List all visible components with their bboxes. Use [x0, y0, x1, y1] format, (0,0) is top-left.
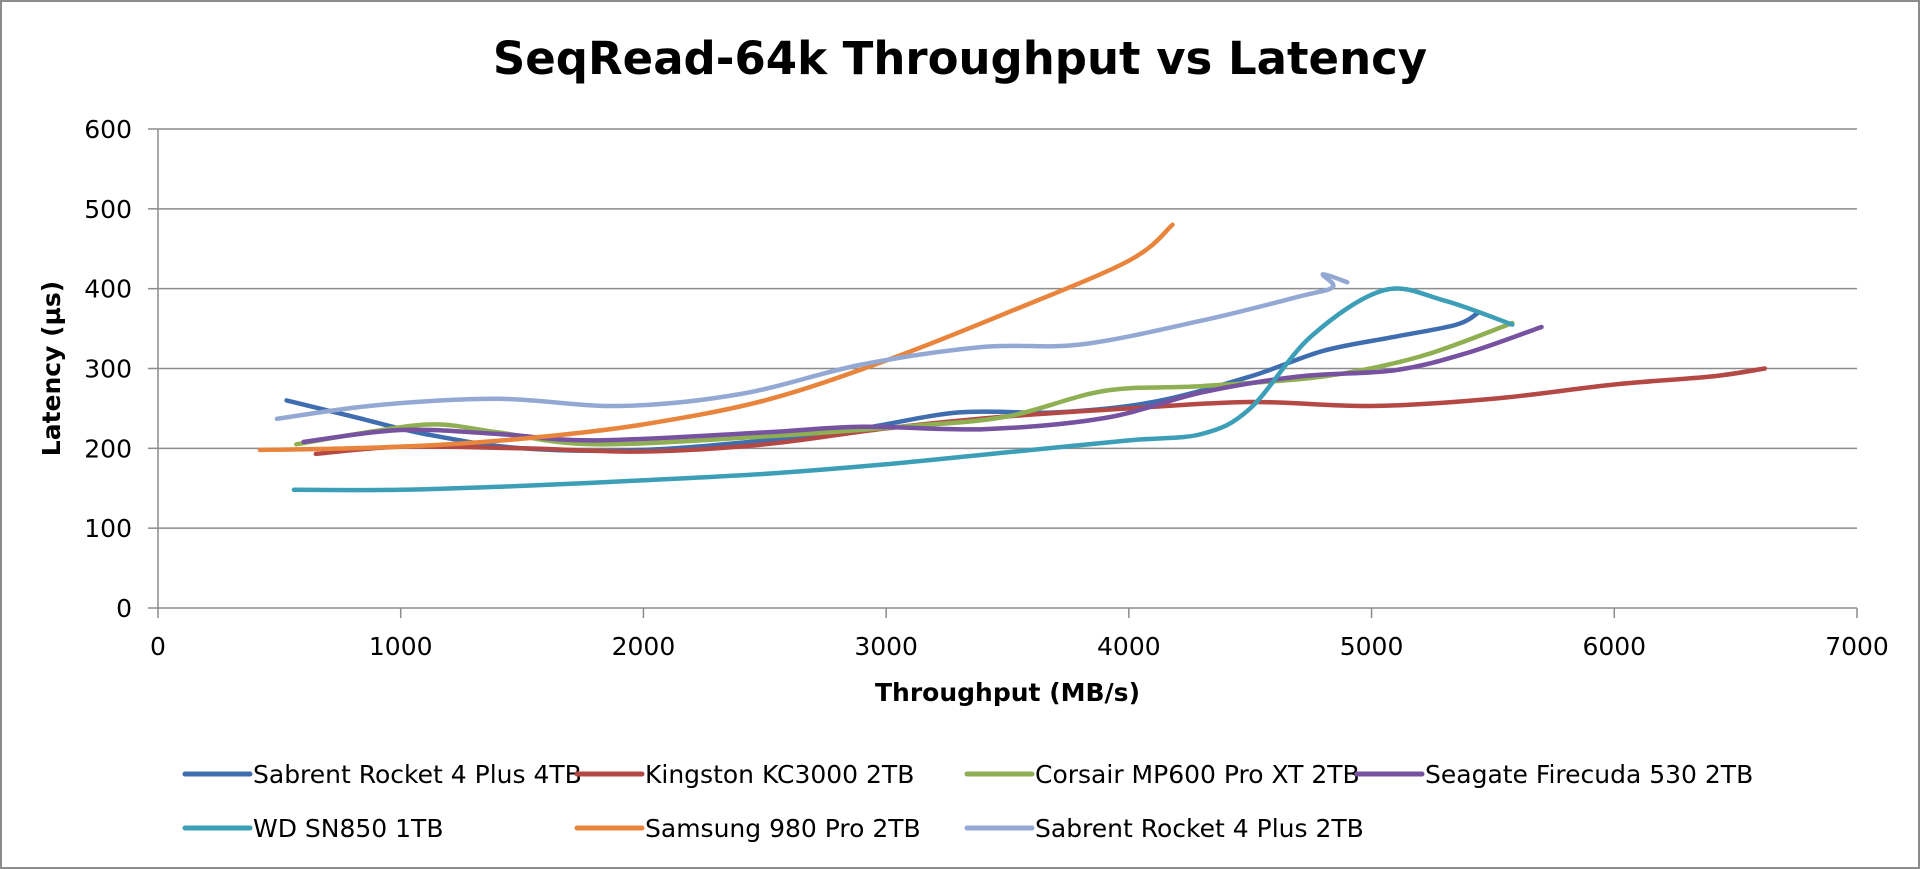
y-axis-title: Latency (µs)	[37, 281, 66, 456]
x-tick-label: 3000	[854, 632, 918, 661]
y-tick-label: 100	[84, 514, 132, 543]
x-tick-label: 2000	[612, 632, 676, 661]
legend-label-samsung-980-pro-2tb: Samsung 980 Pro 2TB	[645, 814, 921, 843]
legend-label-sabrent-rocket-4-plus-2tb: Sabrent Rocket 4 Plus 2TB	[1035, 814, 1364, 843]
legend-label-kingston-kc3000-2tb: Kingston KC3000 2TB	[645, 760, 914, 789]
y-tick-label: 600	[84, 115, 132, 144]
x-tick-label: 0	[150, 632, 166, 661]
grid-lines	[158, 128, 1857, 529]
y-tick-label: 400	[84, 275, 132, 304]
y-tick-label: 300	[84, 355, 132, 384]
x-tick-label: 6000	[1582, 632, 1646, 661]
series-line-samsung-980-pro-2tb	[257, 222, 1175, 453]
legend-label-sabrent-rocket-4-plus-4tb: Sabrent Rocket 4 Plus 4TB	[253, 760, 582, 789]
legend-label-wd-sn850-1tb: WD SN850 1TB	[253, 814, 443, 843]
series-line-kingston-kc3000-2tb	[313, 366, 1768, 457]
x-tick-label: 1000	[369, 632, 433, 661]
series-line-sabrent-rocket-4-plus-2tb	[274, 272, 1350, 422]
x-axis-title: Throughput (MB/s)	[875, 678, 1140, 707]
legend: Sabrent Rocket 4 Plus 4TB Kingston KC3000…	[182, 760, 1753, 843]
legend-label-corsair-mp600-pro-xt-2tb: Corsair MP600 Pro XT 2TB	[1035, 760, 1360, 789]
legend-label-seagate-firecuda-530-2tb: Seagate Firecuda 530 2TB	[1425, 760, 1753, 789]
series-line-wd-sn850-1tb	[291, 286, 1515, 493]
series-line-seagate-firecuda-530-2tb	[301, 324, 1544, 445]
y-tick-label: 200	[84, 434, 132, 463]
y-tick-label: 0	[116, 594, 132, 623]
series-lines	[257, 222, 1768, 493]
x-tick-label: 7000	[1825, 632, 1889, 661]
y-tick-label: 500	[84, 195, 132, 224]
chart-title: SeqRead-64k Throughput vs Latency	[493, 32, 1427, 85]
x-tick-label: 5000	[1340, 632, 1404, 661]
x-tick-label: 4000	[1097, 632, 1161, 661]
